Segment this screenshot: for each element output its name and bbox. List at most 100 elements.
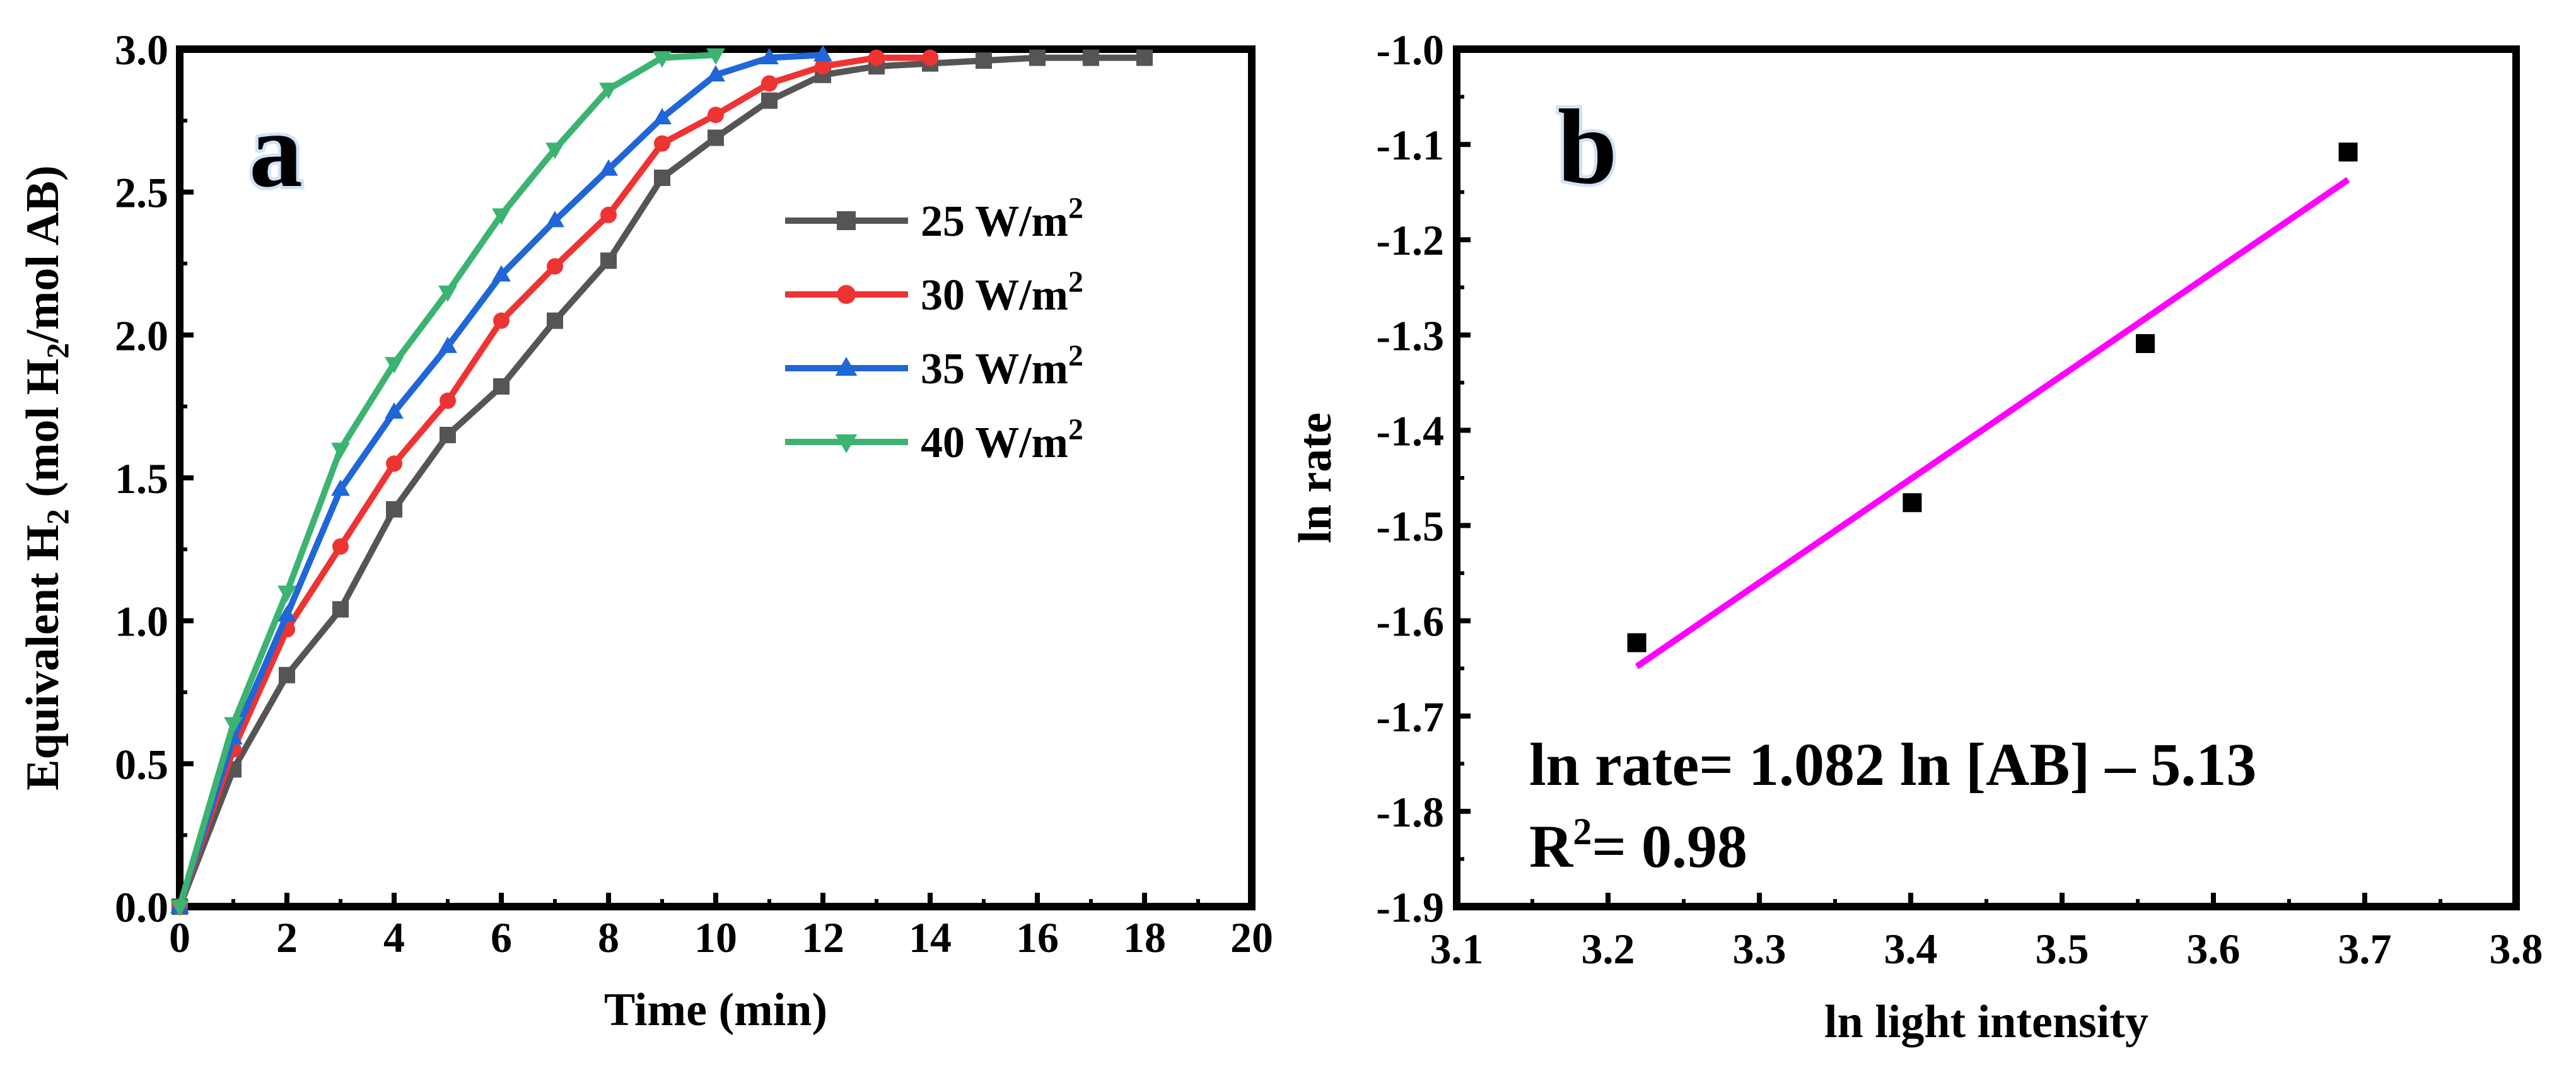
data-point-30 <box>708 107 724 124</box>
data-point-40 <box>170 900 189 917</box>
data-point-40 <box>545 142 564 160</box>
panel-b-label: b <box>1558 88 1617 206</box>
data-point-25 <box>976 52 992 69</box>
data-point-30 <box>815 58 831 75</box>
data-point-30 <box>600 206 617 223</box>
x-tick-label: 3.3 <box>1733 925 1786 973</box>
panel-b-ticks: 3.1 3.2 3.3 3.4 3.5 3.6 3.7 3.8 -1.0 -1.1 -1.2 -1.3… <box>1376 26 2543 973</box>
data-point-35 <box>438 336 457 353</box>
y-tick-label: -1.7 <box>1376 693 1444 741</box>
data-point-25 <box>332 601 349 618</box>
data-point-30 <box>547 258 563 275</box>
data-point-30 <box>922 49 938 66</box>
y-tick-label: 0.5 <box>115 740 168 788</box>
legend-marker-35 <box>835 357 858 376</box>
y-tick-label: -1.9 <box>1376 883 1444 931</box>
data-point-25 <box>1136 49 1153 66</box>
data-point-40 <box>599 83 618 100</box>
y-tick-label: 0.0 <box>115 883 168 931</box>
y-tick-label: 1.5 <box>115 455 168 502</box>
fit-line <box>1635 177 2350 670</box>
panel-a-x-axis-label: Time (min) <box>604 984 827 1036</box>
data-point-35 <box>331 479 350 496</box>
data-point-30 <box>332 538 349 555</box>
y-tick-label: 2.0 <box>115 311 168 359</box>
data-point-40 <box>331 443 350 460</box>
data-point-30 <box>386 455 402 472</box>
x-tick-label: 14 <box>909 914 952 961</box>
x-tick-label: 3.6 <box>2187 925 2241 973</box>
data-point-35 <box>277 605 296 622</box>
legend: 25 W/m2 30 W/m2 35 W/m2 40 W/m2 <box>785 192 1083 467</box>
data-point-35 <box>385 402 404 419</box>
x-tick-label: 3.5 <box>2036 925 2089 973</box>
x-tick-label: 10 <box>694 914 737 961</box>
y-tick-label: -1.3 <box>1376 311 1444 359</box>
data-point-35 <box>492 265 511 282</box>
data-point-30 <box>654 135 670 152</box>
y-tick-label: -1.8 <box>1376 788 1444 836</box>
data-point-25 <box>279 666 295 683</box>
data-point-40 <box>492 208 511 225</box>
x-tick-label: 16 <box>1016 914 1059 961</box>
panel-b-chart: 3.1 3.2 3.3 3.4 3.5 3.6 3.7 3.8 -1.0 -1.1 -1.2 -1.3… <box>1290 26 2543 1048</box>
data-point-40 <box>653 51 672 68</box>
y-tick-label: -1.4 <box>1376 407 1444 455</box>
x-tick-label: 4 <box>383 914 405 961</box>
scatter-point <box>1903 493 1922 513</box>
legend-marker-25 <box>837 211 856 230</box>
data-point-35 <box>760 48 779 64</box>
data-point-35 <box>545 211 564 228</box>
data-point-40 <box>438 285 457 302</box>
panel-b-y-axis-label: ln rate <box>1290 412 1341 543</box>
data-point-30 <box>761 75 778 92</box>
data-point-40 <box>224 717 243 734</box>
panel-a-ticks: 0 2 4 6 8 10 12 14 16 18 20 0.0 0.5 1.0 1.5 2.0 2.5 3.0 <box>115 26 1273 961</box>
data-point-25 <box>493 378 510 395</box>
panel-b-marks <box>1627 142 2358 670</box>
data-point-25 <box>654 170 670 186</box>
fit-equation: ln rate= 1.082 ln [AB] – 5.13 <box>1529 731 2256 798</box>
data-point-40 <box>706 48 725 65</box>
x-tick-label: 0 <box>169 914 190 961</box>
y-tick-label: 2.5 <box>115 169 168 217</box>
data-point-35 <box>599 159 618 176</box>
data-point-25 <box>761 92 778 109</box>
x-tick-label: 3.8 <box>2490 925 2543 973</box>
y-tick-label: -1.6 <box>1376 598 1444 646</box>
data-point-25 <box>440 427 456 443</box>
data-point-40 <box>385 357 404 374</box>
data-point-35 <box>813 45 832 62</box>
legend-label-40: 40 W/m2 <box>921 413 1083 467</box>
data-point-25 <box>600 252 617 269</box>
panel-a-frame <box>176 45 1256 910</box>
scatter-point <box>1627 633 1646 653</box>
data-point-30 <box>868 49 885 66</box>
scatter-point <box>2136 334 2155 353</box>
x-tick-label: 3.1 <box>1430 925 1484 973</box>
scatter-point <box>2338 142 2358 162</box>
x-tick-label: 20 <box>1230 914 1273 961</box>
data-point-35 <box>653 108 672 125</box>
x-tick-label: 3.2 <box>1582 925 1635 973</box>
data-point-35 <box>706 65 725 82</box>
data-point-40 <box>277 585 296 602</box>
data-point-25 <box>547 312 563 329</box>
data-point-30 <box>440 392 456 409</box>
legend-label-25: 25 W/m2 <box>921 192 1083 246</box>
legend-label-30: 30 W/m2 <box>921 265 1083 320</box>
panel-a-chart: 0 2 4 6 8 10 12 14 16 18 20 0.0 0.5 1.0 1.5 2.0 2.5 3.0 a… <box>17 26 1273 1036</box>
panel-a-series <box>170 45 1153 917</box>
x-tick-label: 12 <box>801 914 844 961</box>
legend-label-35: 35 W/m2 <box>921 339 1083 393</box>
x-tick-label: 3.7 <box>2338 925 2392 973</box>
y-tick-label: -1.1 <box>1376 121 1444 169</box>
x-tick-label: 3.4 <box>1884 925 1938 973</box>
legend-marker-30 <box>837 285 856 304</box>
x-tick-label: 18 <box>1123 914 1166 961</box>
panel-a-y-axis-label: Equivalent H2 (mol H2/mol AB) <box>17 165 75 791</box>
y-tick-label: -1.5 <box>1376 502 1444 550</box>
legend-marker-40 <box>835 434 858 453</box>
data-point-25 <box>708 129 724 146</box>
